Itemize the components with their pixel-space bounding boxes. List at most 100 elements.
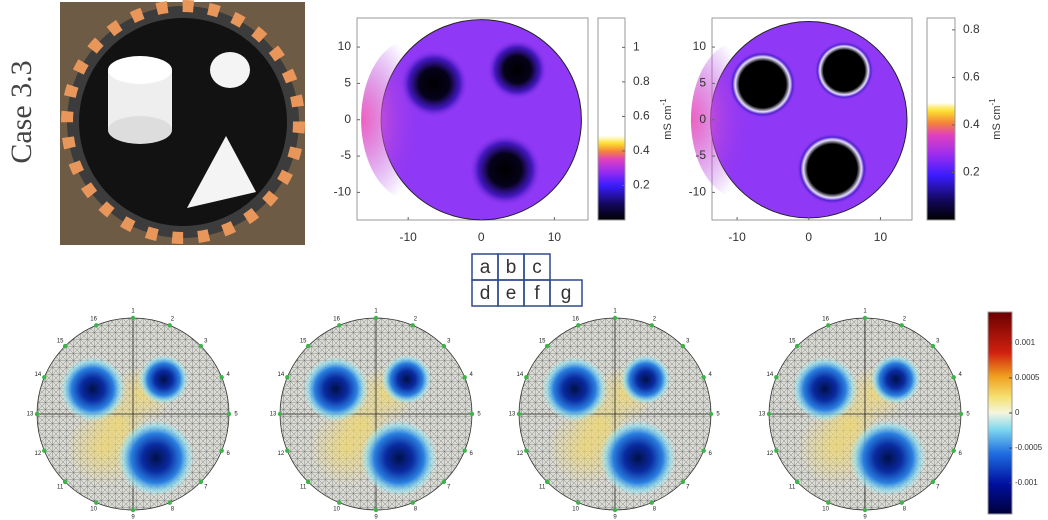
triangle — [187, 136, 256, 208]
x-tick-label: 0 — [478, 230, 485, 244]
electrode-label: 14 — [516, 372, 523, 378]
electrode-label: 8 — [414, 507, 418, 513]
inclusion — [729, 50, 797, 118]
cylinder — [108, 116, 172, 144]
y-tick-label: -5 — [340, 148, 351, 162]
electrode-label: 13 — [759, 412, 766, 418]
cell-label: g — [561, 283, 572, 304]
electrode-label: 2 — [653, 316, 657, 322]
electrode-label: 11 — [539, 484, 546, 490]
electrode-label: 9 — [131, 515, 135, 520]
inclusion — [138, 354, 189, 405]
electrode-label: 13 — [27, 412, 34, 418]
electrode-label: 16 — [333, 316, 340, 322]
electrode — [305, 479, 311, 485]
electrode-label: 2 — [414, 316, 418, 322]
electrode-label: 16 — [572, 316, 579, 322]
electrode-label: 15 — [539, 339, 546, 345]
electrode — [951, 375, 956, 380]
x-tick-label: 0 — [805, 230, 812, 244]
electrode — [826, 500, 831, 505]
electrode-label: 5 — [234, 412, 238, 418]
electrode — [612, 315, 618, 321]
electrode — [62, 479, 68, 485]
electrode-label: 3 — [686, 339, 690, 345]
electrode-label: 16 — [90, 316, 97, 322]
electrode — [337, 500, 342, 505]
electrode — [462, 375, 467, 380]
electrode — [94, 500, 99, 505]
y-tick-label: -10 — [334, 185, 352, 199]
axes-box — [356, 17, 589, 221]
case-label: Case 3.3 — [5, 60, 38, 163]
inclusion — [814, 41, 874, 101]
x-tick-label: -10 — [399, 230, 417, 244]
y-tick-label: 0 — [699, 112, 706, 126]
electrode-label: 10 — [822, 507, 829, 513]
cell-label: e — [506, 283, 517, 304]
electrode-label: 1 — [613, 309, 617, 315]
electrode-label: 12 — [277, 451, 284, 457]
inclusion — [487, 39, 548, 100]
x-tick-label: 10 — [874, 230, 888, 244]
electrode — [612, 507, 618, 513]
electrode-label: 13 — [509, 412, 516, 418]
electrode-label: 3 — [447, 339, 451, 345]
electrode-label: 4 — [469, 372, 473, 378]
electrode — [441, 343, 447, 349]
electrode — [219, 448, 224, 453]
electrode — [42, 375, 47, 380]
x-tick-label: 10 — [548, 230, 562, 244]
electrode-label: 4 — [958, 372, 962, 378]
electrode — [373, 315, 379, 321]
electrode — [305, 343, 311, 349]
electrode-label: 11 — [300, 484, 307, 490]
y-tick-label: 5 — [344, 76, 351, 90]
colorbar-tick-label: 0.2 — [963, 165, 980, 179]
electrode — [198, 343, 204, 349]
electrode — [544, 343, 550, 349]
inclusion — [360, 419, 438, 497]
cell-label: a — [480, 257, 491, 278]
electrode-label: 7 — [447, 484, 451, 490]
electrode-label: 16 — [822, 316, 829, 322]
unit-exponent: -1 — [988, 98, 997, 106]
cylinder — [108, 56, 172, 84]
electrode-label: 7 — [204, 484, 208, 490]
colorbar-unit: mS cm-1 — [659, 98, 674, 140]
unit: mS cm — [662, 105, 674, 139]
electrode — [708, 411, 714, 417]
electrode — [544, 479, 550, 485]
electrode — [930, 479, 936, 485]
colorbar-tick-label: -0.0005 — [1015, 443, 1043, 452]
inclusion — [792, 356, 858, 422]
electrode — [649, 500, 654, 505]
photo — [60, 0, 305, 245]
inclusion — [400, 49, 469, 118]
electrode — [701, 448, 706, 453]
inclusion — [849, 419, 927, 497]
electrode — [130, 507, 136, 513]
electrode — [774, 448, 779, 453]
colorbar-tick-label: 1 — [633, 40, 640, 54]
electrode-label: 9 — [613, 515, 617, 520]
electrode-label: 3 — [936, 339, 940, 345]
unit: mS cm — [991, 105, 1003, 139]
electrode — [277, 411, 283, 417]
electrode — [649, 323, 654, 328]
electrode-label: 6 — [469, 451, 473, 457]
electrode-label: 6 — [958, 451, 962, 457]
electrode-label: 5 — [716, 412, 720, 418]
electrode-label: 15 — [789, 339, 796, 345]
inclusion — [870, 354, 921, 405]
y-tick-label: -10 — [689, 185, 707, 199]
electrode — [794, 343, 800, 349]
electrode — [774, 375, 779, 380]
y-tick-label: 5 — [699, 76, 706, 90]
inclusion — [469, 133, 542, 206]
y-tick-label: 10 — [693, 39, 707, 53]
y-tick-label: 10 — [338, 39, 352, 53]
electrode-label: 1 — [374, 309, 378, 315]
electrode-label: 5 — [477, 412, 481, 418]
